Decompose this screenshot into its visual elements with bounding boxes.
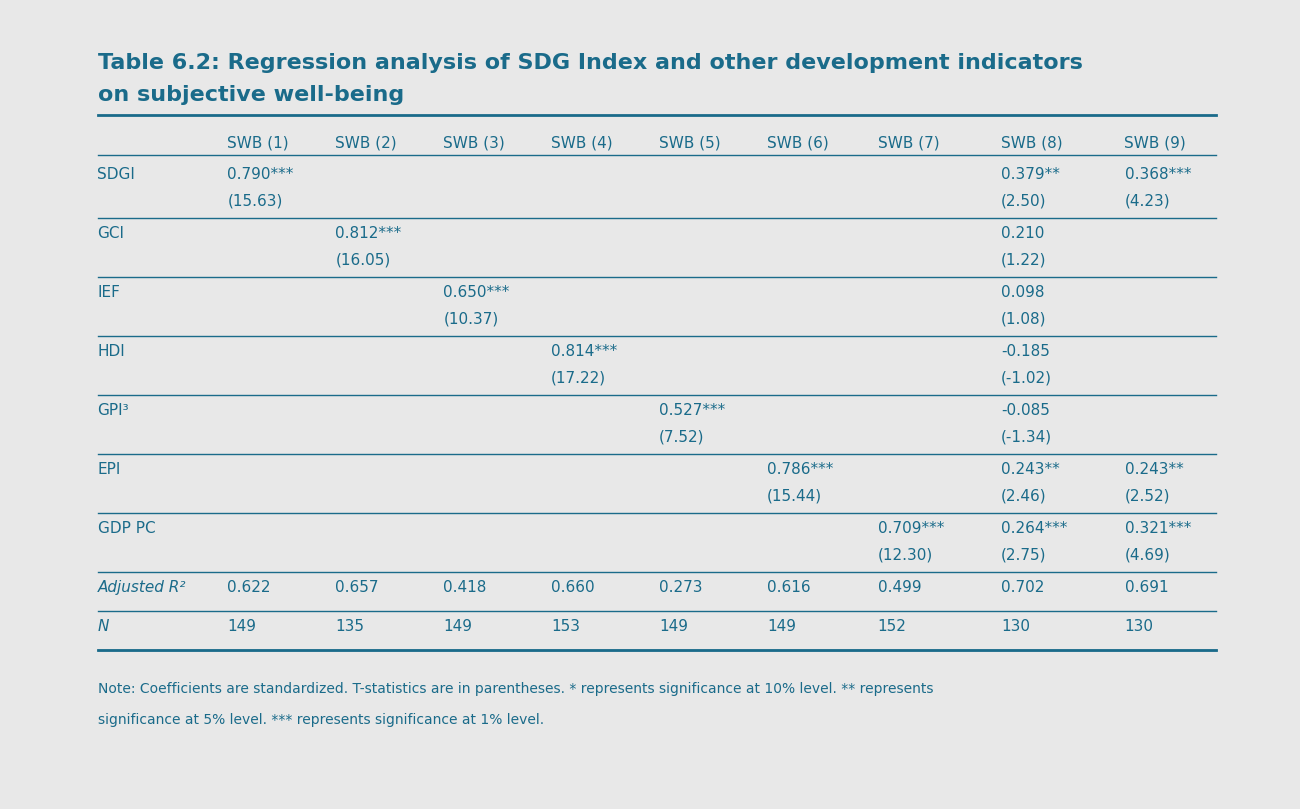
Text: 0.812***: 0.812*** — [335, 226, 402, 241]
Text: N: N — [98, 619, 109, 634]
Text: (1.22): (1.22) — [1001, 252, 1046, 268]
Text: GCI: GCI — [98, 226, 125, 241]
Text: 130: 130 — [1124, 619, 1153, 634]
Text: SWB (4): SWB (4) — [551, 136, 612, 151]
Text: 0.499: 0.499 — [878, 580, 922, 595]
Text: (4.23): (4.23) — [1124, 193, 1170, 209]
Text: (15.44): (15.44) — [767, 489, 822, 504]
Text: 149: 149 — [767, 619, 796, 634]
Text: 0.709***: 0.709*** — [878, 521, 944, 536]
Text: (16.05): (16.05) — [335, 252, 391, 268]
Text: (2.46): (2.46) — [1001, 489, 1046, 504]
Text: 152: 152 — [878, 619, 906, 634]
Text: (-1.02): (-1.02) — [1001, 371, 1052, 386]
Text: Table 6.2: Regression analysis of SDG Index and other development indicators: Table 6.2: Regression analysis of SDG In… — [98, 53, 1083, 73]
Text: Note: Coefficients are standardized. T-statistics are in parentheses. * represen: Note: Coefficients are standardized. T-s… — [98, 682, 933, 696]
Text: 0.243**: 0.243** — [1124, 462, 1183, 477]
Text: SDGI: SDGI — [98, 167, 135, 182]
Text: significance at 5% level. *** represents significance at 1% level.: significance at 5% level. *** represents… — [98, 713, 543, 726]
Text: 0.098: 0.098 — [1001, 285, 1044, 300]
Text: 0.243**: 0.243** — [1001, 462, 1060, 477]
Text: SWB (2): SWB (2) — [335, 136, 396, 151]
Text: 0.368***: 0.368*** — [1124, 167, 1191, 182]
Text: on subjective well-being: on subjective well-being — [98, 85, 404, 105]
Text: SWB (5): SWB (5) — [659, 136, 720, 151]
Text: 153: 153 — [551, 619, 580, 634]
Text: 0.657: 0.657 — [335, 580, 378, 595]
Text: 0.650***: 0.650*** — [443, 285, 510, 300]
Text: (-1.34): (-1.34) — [1001, 430, 1052, 445]
Text: 0.379**: 0.379** — [1001, 167, 1060, 182]
Text: 0.273: 0.273 — [659, 580, 702, 595]
Text: 0.321***: 0.321*** — [1124, 521, 1191, 536]
Text: (12.30): (12.30) — [878, 548, 933, 563]
Text: 0.210: 0.210 — [1001, 226, 1044, 241]
Text: 0.814***: 0.814*** — [551, 344, 617, 359]
Text: (1.08): (1.08) — [1001, 311, 1046, 327]
Text: SWB (9): SWB (9) — [1124, 136, 1186, 151]
Text: (10.37): (10.37) — [443, 311, 499, 327]
Text: 0.616: 0.616 — [767, 580, 811, 595]
Text: (15.63): (15.63) — [227, 193, 283, 209]
Text: 149: 149 — [227, 619, 256, 634]
Text: GPI³: GPI³ — [98, 403, 129, 418]
Text: 0.691: 0.691 — [1124, 580, 1169, 595]
Text: (17.22): (17.22) — [551, 371, 606, 386]
Text: EPI: EPI — [98, 462, 121, 477]
Text: 130: 130 — [1001, 619, 1030, 634]
Text: (7.52): (7.52) — [659, 430, 705, 445]
Text: -0.085: -0.085 — [1001, 403, 1050, 418]
Text: 0.622: 0.622 — [227, 580, 270, 595]
Text: 0.418: 0.418 — [443, 580, 486, 595]
Text: SWB (6): SWB (6) — [767, 136, 829, 151]
Text: 0.264***: 0.264*** — [1001, 521, 1067, 536]
Text: (2.50): (2.50) — [1001, 193, 1046, 209]
Text: 149: 149 — [443, 619, 472, 634]
Text: HDI: HDI — [98, 344, 125, 359]
Text: (4.69): (4.69) — [1124, 548, 1170, 563]
Text: -0.185: -0.185 — [1001, 344, 1050, 359]
Text: 0.790***: 0.790*** — [227, 167, 294, 182]
Text: 149: 149 — [659, 619, 688, 634]
Text: Adjusted R²: Adjusted R² — [98, 580, 186, 595]
Text: SWB (8): SWB (8) — [1001, 136, 1062, 151]
Text: IEF: IEF — [98, 285, 121, 300]
Text: SWB (7): SWB (7) — [878, 136, 939, 151]
Text: 0.527***: 0.527*** — [659, 403, 725, 418]
Text: 0.660: 0.660 — [551, 580, 595, 595]
Text: 0.786***: 0.786*** — [767, 462, 833, 477]
Text: (2.75): (2.75) — [1001, 548, 1046, 563]
Text: (2.52): (2.52) — [1124, 489, 1170, 504]
Text: GDP PC: GDP PC — [98, 521, 155, 536]
Text: SWB (1): SWB (1) — [227, 136, 289, 151]
Text: 0.702: 0.702 — [1001, 580, 1044, 595]
Text: SWB (3): SWB (3) — [443, 136, 504, 151]
Text: 135: 135 — [335, 619, 364, 634]
